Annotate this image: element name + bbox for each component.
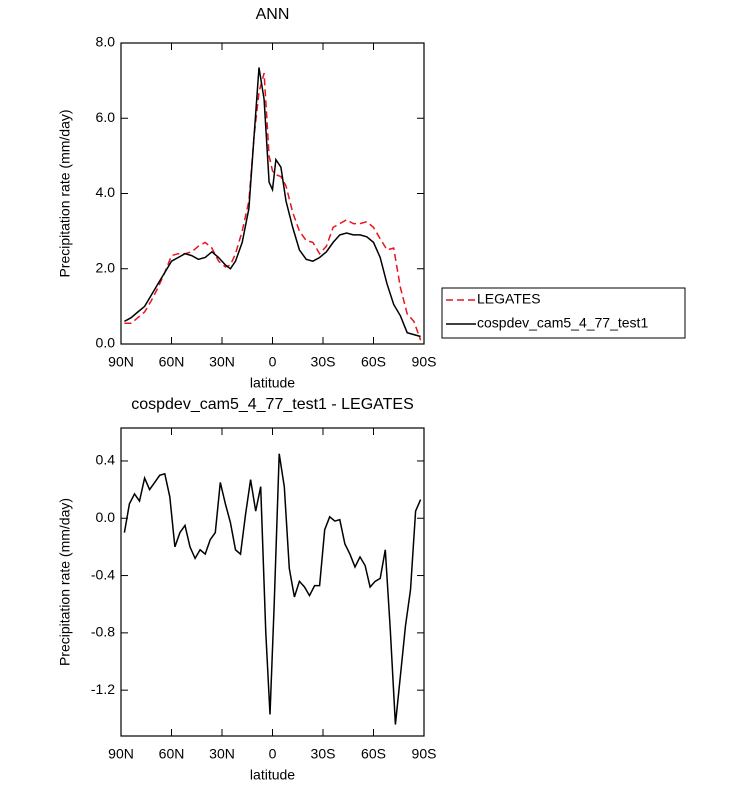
y-tick-label: 0.0	[96, 509, 116, 525]
y-tick-label: -0.4	[91, 566, 115, 582]
x-axis-label: latitude	[250, 375, 295, 391]
x-tick-label: 60S	[361, 354, 386, 370]
x-tick-label: 60S	[361, 746, 386, 762]
plot-frame	[120, 427, 425, 737]
plot-frame	[120, 42, 425, 345]
y-axis-label: Precipitation rate (mm/day)	[57, 498, 73, 666]
x-tick-label: 30N	[209, 746, 235, 762]
y-tick-label: 8.0	[96, 34, 116, 50]
y-tick-label: 6.0	[96, 109, 116, 125]
x-tick-label: 60N	[159, 746, 185, 762]
x-tick-label: 0	[269, 354, 277, 370]
x-tick-label: 60N	[159, 354, 185, 370]
y-tick-label: -1.2	[91, 681, 115, 697]
x-tick-label: 30S	[311, 354, 336, 370]
y-tick-label: 4.0	[96, 184, 116, 200]
y-tick-label: 2.0	[96, 259, 116, 275]
y-tick-label: 0.0	[96, 335, 116, 351]
x-tick-label: 30N	[209, 354, 235, 370]
chart-title: cospdev_cam5_4_77_test1 - LEGATES	[131, 396, 414, 413]
chart-title: ANN	[256, 6, 290, 23]
legend-label: cospdev_cam5_4_77_test1	[477, 315, 648, 331]
data-line	[123, 453, 422, 725]
x-tick-label: 90N	[108, 354, 134, 370]
legend-box	[441, 287, 686, 339]
y-axis-label: Precipitation rate (mm/day)	[57, 109, 73, 277]
data-line	[124, 72, 422, 341]
x-tick-label: 0	[269, 746, 277, 762]
y-tick-label: -0.8	[91, 624, 115, 640]
x-tick-label: 90N	[108, 746, 134, 762]
x-tick-label: 30S	[311, 746, 336, 762]
y-tick-label: 0.4	[96, 452, 116, 468]
data-line	[124, 67, 421, 338]
legend-label: LEGATES	[477, 291, 541, 307]
x-tick-label: 90S	[412, 746, 437, 762]
x-axis-label: latitude	[250, 767, 295, 783]
x-tick-label: 90S	[412, 354, 437, 370]
